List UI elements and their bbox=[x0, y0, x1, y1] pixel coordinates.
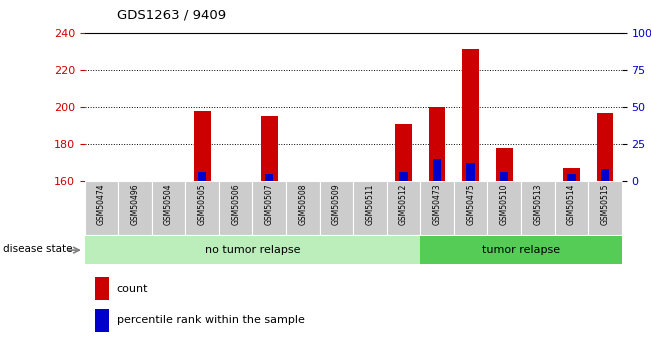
Text: GSM50507: GSM50507 bbox=[265, 184, 274, 225]
Text: disease state: disease state bbox=[3, 244, 73, 254]
Bar bbox=[454, 181, 488, 235]
Text: percentile rank within the sample: percentile rank within the sample bbox=[117, 315, 305, 325]
Bar bbox=[567, 174, 575, 181]
Bar bbox=[286, 181, 320, 235]
Bar bbox=[596, 112, 613, 181]
Bar bbox=[588, 181, 622, 235]
Bar bbox=[152, 181, 186, 235]
Bar bbox=[320, 181, 353, 235]
Bar bbox=[186, 181, 219, 235]
Bar bbox=[555, 181, 588, 235]
Text: count: count bbox=[117, 284, 148, 294]
Bar bbox=[261, 116, 277, 181]
Bar bbox=[194, 111, 210, 181]
Bar bbox=[601, 169, 609, 181]
Text: GSM50504: GSM50504 bbox=[164, 184, 173, 225]
Bar bbox=[399, 172, 408, 181]
Bar bbox=[253, 181, 286, 235]
Bar bbox=[96, 309, 109, 332]
Text: GSM50514: GSM50514 bbox=[567, 184, 576, 225]
Bar bbox=[433, 159, 441, 181]
Bar bbox=[521, 181, 555, 235]
Text: GSM50511: GSM50511 bbox=[365, 184, 374, 225]
Bar bbox=[462, 49, 479, 181]
Text: GSM50509: GSM50509 bbox=[332, 184, 341, 225]
Bar bbox=[496, 148, 512, 181]
Bar bbox=[96, 277, 109, 300]
Text: GSM50510: GSM50510 bbox=[500, 184, 508, 225]
Bar bbox=[500, 172, 508, 181]
Bar bbox=[85, 236, 421, 264]
Text: no tumor relapse: no tumor relapse bbox=[204, 245, 300, 255]
Text: GDS1263 / 9409: GDS1263 / 9409 bbox=[117, 9, 227, 22]
Bar bbox=[265, 174, 273, 181]
Text: GSM50508: GSM50508 bbox=[298, 184, 307, 225]
Bar bbox=[421, 181, 454, 235]
Bar bbox=[118, 181, 152, 235]
Bar bbox=[429, 107, 445, 181]
Bar bbox=[488, 181, 521, 235]
Bar bbox=[353, 181, 387, 235]
Text: GSM50505: GSM50505 bbox=[198, 184, 206, 225]
Bar bbox=[219, 181, 253, 235]
Text: GSM50506: GSM50506 bbox=[231, 184, 240, 225]
Bar bbox=[387, 181, 421, 235]
Text: GSM50513: GSM50513 bbox=[533, 184, 542, 225]
Text: tumor relapse: tumor relapse bbox=[482, 245, 560, 255]
Bar bbox=[198, 172, 206, 181]
Text: GSM50512: GSM50512 bbox=[399, 184, 408, 225]
Text: GSM50473: GSM50473 bbox=[432, 184, 441, 225]
Bar bbox=[563, 168, 580, 181]
Text: GSM50515: GSM50515 bbox=[600, 184, 609, 225]
Bar bbox=[395, 124, 412, 181]
Bar bbox=[421, 236, 622, 264]
Bar bbox=[85, 181, 118, 235]
Text: GSM50496: GSM50496 bbox=[130, 184, 139, 225]
Text: GSM50474: GSM50474 bbox=[97, 184, 106, 225]
Text: GSM50475: GSM50475 bbox=[466, 184, 475, 225]
Bar bbox=[467, 163, 475, 181]
